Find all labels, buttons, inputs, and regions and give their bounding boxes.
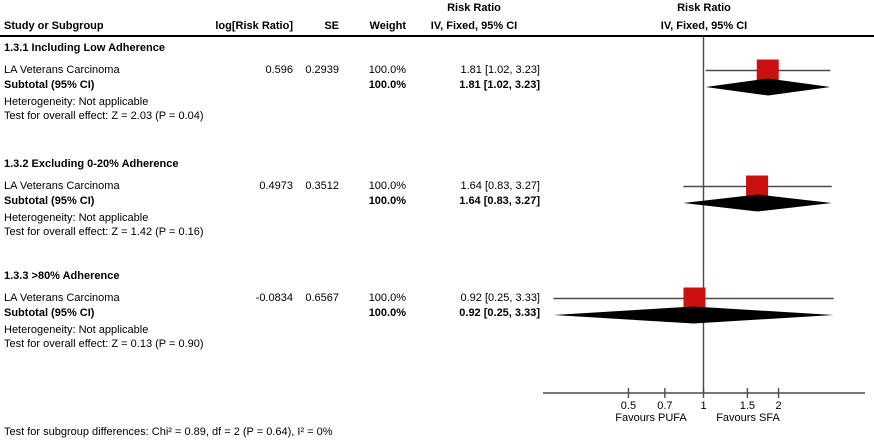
study-name: LA Veterans Carcinoma: [4, 180, 120, 192]
study-se: 0.2939: [305, 64, 339, 76]
axis-tick-label: 0.7: [657, 400, 672, 412]
subtotal-ci: 1.81 [1.02, 3.23]: [459, 79, 540, 91]
subtotal-row: Subtotal (95% CI) 100.0% 1.81 [1.02, 3.2…: [0, 79, 874, 92]
column-header-ci-plot: IV, Fixed, 95% CI: [660, 20, 748, 32]
study-log-rr: 0.596: [265, 64, 293, 76]
study-name: LA Veterans Carcinoma: [4, 64, 120, 76]
column-header-study: Study or Subgroup: [4, 20, 104, 32]
overall-effect-row: Test for overall effect: Z = 1.42 (P = 0…: [4, 226, 204, 238]
effect-column-title: Risk Ratio: [447, 2, 501, 14]
favours-left-label: Favours PUFA: [615, 412, 687, 424]
subgroup-title: 1.3.3 >80% Adherence: [4, 270, 120, 282]
axis-tick-label: 0.5: [621, 400, 636, 412]
study-ci: 1.64 [0.83, 3.27]: [460, 180, 540, 192]
plot-column-title: Risk Ratio: [677, 2, 731, 14]
subtotal-row: Subtotal (95% CI) 100.0% 1.64 [0.83, 3.2…: [0, 195, 874, 208]
study-row: LA Veterans Carcinoma 0.4973 0.3512 100.…: [0, 180, 874, 193]
subtotal-weight: 100.0%: [368, 79, 406, 91]
header-rule: [0, 35, 874, 37]
subtotal-weight: 100.0%: [368, 307, 406, 319]
header-row-columns: Study or Subgroup log[Risk Ratio] SE Wei…: [0, 20, 874, 33]
subtotal-label: Subtotal (95% CI): [4, 79, 95, 91]
subtotal-row: Subtotal (95% CI) 100.0% 0.92 [0.25, 3.3…: [0, 307, 874, 320]
subtotal-weight: 100.0%: [368, 195, 406, 207]
study-row: LA Veterans Carcinoma 0.596 0.2939 100.0…: [0, 64, 874, 77]
subgroup-title: 1.3.1 Including Low Adherence: [4, 42, 165, 54]
overall-effect-row: Test for overall effect: Z = 2.03 (P = 0…: [4, 110, 204, 122]
study-log-rr: -0.0834: [255, 292, 293, 304]
heterogeneity-row: Heterogeneity: Not applicable: [4, 324, 149, 336]
study-weight: 100.0%: [368, 292, 406, 304]
subtotal-ci: 0.92 [0.25, 3.33]: [459, 307, 540, 319]
subtotal-label: Subtotal (95% CI): [4, 307, 95, 319]
favours-right-label: Favours SFA: [716, 412, 780, 424]
overall-effect-row: Test for overall effect: Z = 0.13 (P = 0…: [4, 338, 204, 350]
subgroup-difference-test: Test for subgroup differences: Chi² = 0.…: [4, 426, 333, 438]
study-weight: 100.0%: [368, 180, 406, 192]
column-header-weight: Weight: [369, 20, 406, 32]
study-ci: 0.92 [0.25, 3.33]: [460, 292, 540, 304]
study-ci: 1.81 [1.02, 3.23]: [460, 64, 540, 76]
study-se: 0.3512: [305, 180, 339, 192]
heterogeneity-row: Heterogeneity: Not applicable: [4, 96, 149, 108]
subtotal-ci: 1.64 [0.83, 3.27]: [459, 195, 540, 207]
axis-tick-label: 1: [700, 400, 706, 412]
column-header-log-rr: log[Risk Ratio]: [215, 20, 293, 32]
column-header-ci-text: IV, Fixed, 95% CI: [430, 20, 518, 32]
study-name: LA Veterans Carcinoma: [4, 292, 120, 304]
heterogeneity-row: Heterogeneity: Not applicable: [4, 212, 149, 224]
subtotal-label: Subtotal (95% CI): [4, 195, 95, 207]
study-se: 0.6567: [305, 292, 339, 304]
subgroup-title: 1.3.2 Excluding 0-20% Adherence: [4, 158, 179, 170]
column-header-se: SE: [324, 20, 339, 32]
axis-tick-label: 2: [775, 400, 781, 412]
study-log-rr: 0.4973: [259, 180, 293, 192]
axis-tick-label: 1.5: [740, 400, 755, 412]
study-weight: 100.0%: [368, 64, 406, 76]
header-row-effect: Risk Ratio Risk Ratio: [0, 2, 874, 15]
study-row: LA Veterans Carcinoma -0.0834 0.6567 100…: [0, 292, 874, 305]
